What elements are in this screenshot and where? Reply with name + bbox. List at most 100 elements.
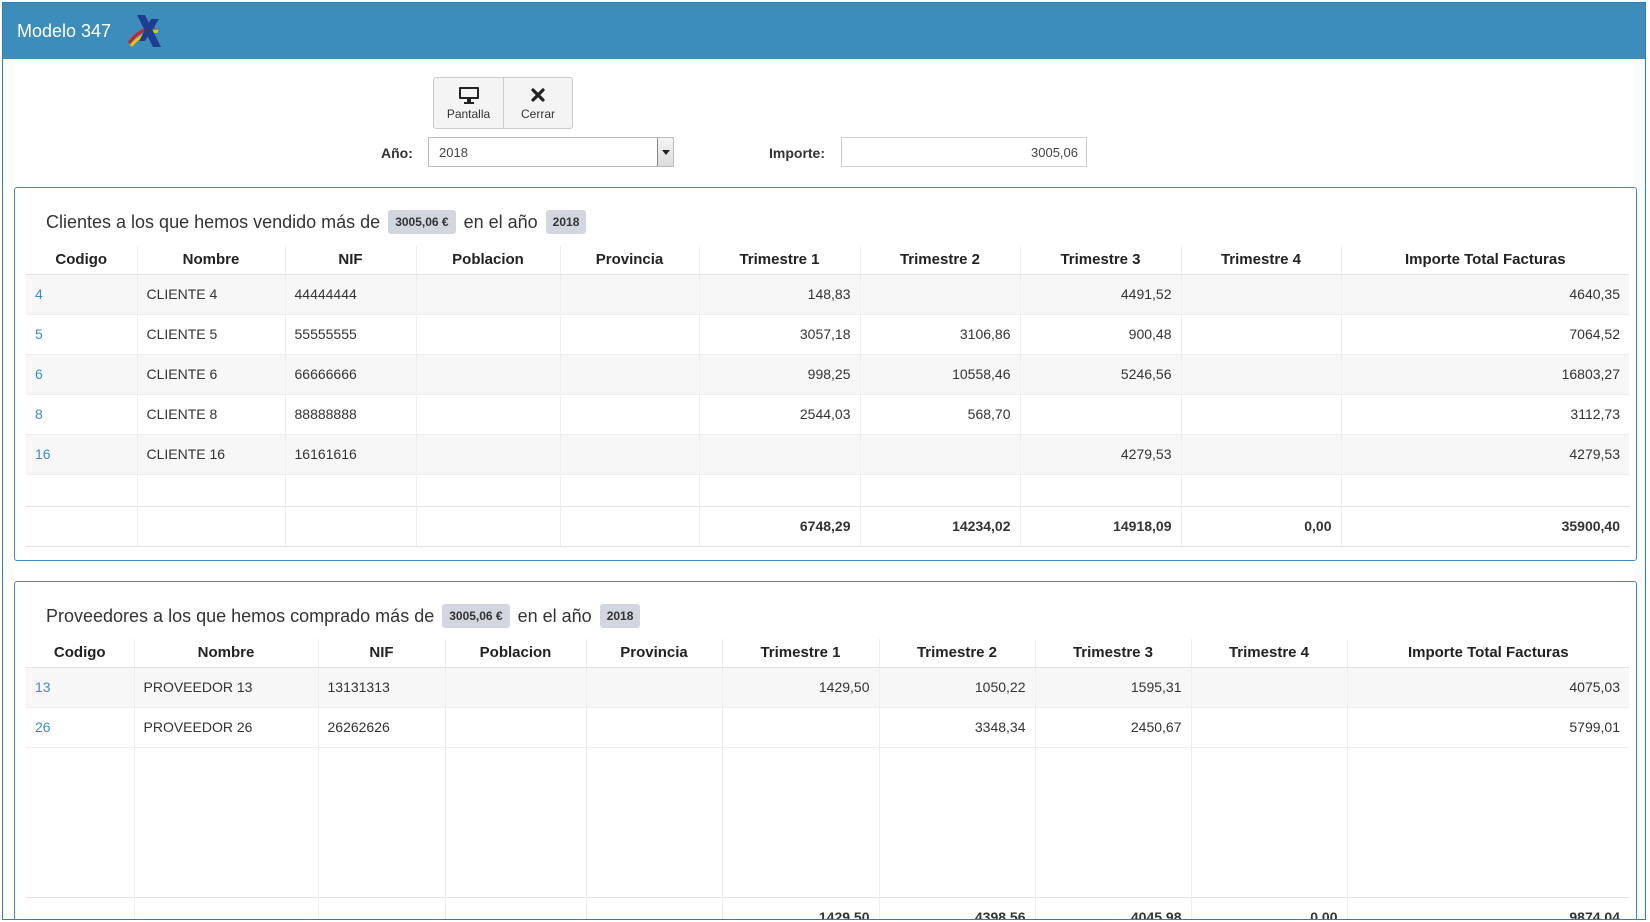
- t4-cell: [1190, 706, 1347, 747]
- t1-cell: 1429,50: [721, 666, 879, 707]
- t4-cell: [1180, 313, 1341, 354]
- codigo-link[interactable]: 26: [26, 706, 134, 747]
- nombre-cell: PROVEEDOR 26: [133, 706, 318, 747]
- t4-cell: [1180, 433, 1341, 474]
- total-cell: 16803,27: [1340, 353, 1629, 394]
- nombre-cell: CLIENTE 8: [136, 393, 285, 434]
- nombre-cell: CLIENTE 16: [136, 433, 285, 474]
- filters-row: Año: 2018 Importe: 3005,06: [3, 137, 1645, 169]
- provincia-cell: [585, 666, 722, 707]
- poblacion-cell: [415, 313, 560, 354]
- year-select[interactable]: 2018: [428, 137, 674, 167]
- year-label: Año:: [381, 145, 413, 161]
- codigo-link[interactable]: 16: [26, 433, 137, 474]
- total-t2: 14234,02: [859, 505, 1020, 547]
- t4-cell: [1190, 666, 1347, 707]
- amount-input[interactable]: 3005,06: [841, 137, 1087, 167]
- codigo-link[interactable]: 8: [26, 393, 137, 434]
- table-row[interactable]: 8 CLIENTE 8 88888888 2544,03 568,70 3112…: [26, 393, 1629, 434]
- toolbar: Pantalla Cerrar: [433, 77, 573, 129]
- close-icon: [531, 85, 545, 105]
- table-row[interactable]: 4 CLIENTE 4 44444444 148,83 4491,52 4640…: [26, 273, 1629, 314]
- desktop-icon: [458, 85, 480, 105]
- amount-badge: 3005,06 €: [388, 210, 456, 234]
- col-header[interactable]: NIF: [317, 639, 445, 668]
- proveedores-panel: Proveedores a los que hemos comprado más…: [14, 581, 1637, 919]
- t3-cell: 5246,56: [1019, 353, 1181, 394]
- table-row[interactable]: 26 PROVEEDOR 26 26262626 3348,34 2450,67…: [26, 706, 1629, 747]
- total-importe: 35900,40: [1340, 505, 1629, 547]
- proveedores-table: Codigo Nombre NIF Poblacion Provincia Tr…: [26, 639, 1629, 919]
- col-header[interactable]: Trimestre 4: [1190, 639, 1347, 668]
- col-header[interactable]: Trimestre 3: [1019, 246, 1181, 275]
- t1-cell: 3057,18: [698, 313, 860, 354]
- col-header[interactable]: Trimestre 1: [698, 246, 860, 275]
- col-header[interactable]: Trimestre 3: [1034, 639, 1191, 668]
- pantalla-label: Pantalla: [446, 107, 491, 121]
- col-header[interactable]: Nombre: [136, 246, 285, 275]
- poblacion-cell: [444, 666, 586, 707]
- col-header[interactable]: Poblacion: [415, 246, 560, 275]
- amount-badge: 3005,06 €: [442, 604, 510, 628]
- total-cell: 7064,52: [1340, 313, 1629, 354]
- nif-cell: 16161616: [284, 433, 416, 474]
- col-header[interactable]: Trimestre 4: [1180, 246, 1341, 275]
- total-t3: 14918,09: [1019, 505, 1181, 547]
- app-title: Modelo 347: [17, 20, 112, 41]
- t1-cell: [698, 433, 860, 474]
- codigo-link[interactable]: 13: [26, 666, 134, 707]
- col-header[interactable]: Provincia: [585, 639, 722, 668]
- totals-row: 1429,50 4398,56 4045,98 0,00 9874,04: [26, 896, 1629, 919]
- year-select-value: 2018: [439, 145, 468, 160]
- year-badge: 2018: [545, 210, 587, 234]
- proveedores-heading-mid: en el año: [517, 605, 592, 626]
- t1-cell: 148,83: [698, 273, 860, 314]
- t4-cell: [1180, 393, 1341, 434]
- nombre-cell: PROVEEDOR 13: [133, 666, 318, 707]
- table-row[interactable]: 16 CLIENTE 16 16161616 4279,53 4279,53: [26, 433, 1629, 474]
- table-row[interactable]: 5 CLIENTE 5 55555555 3057,18 3106,86 900…: [26, 313, 1629, 354]
- spacer-row: [26, 746, 1629, 897]
- col-header[interactable]: NIF: [284, 246, 416, 275]
- codigo-link[interactable]: 6: [26, 353, 137, 394]
- col-header[interactable]: Trimestre 2: [878, 639, 1035, 668]
- col-header[interactable]: Importe Total Facturas: [1346, 639, 1629, 668]
- col-header[interactable]: Provincia: [559, 246, 699, 275]
- codigo-link[interactable]: 5: [26, 313, 137, 354]
- totals-row: 6748,29 14234,02 14918,09 0,00 35900,40: [26, 505, 1629, 547]
- total-t1: 1429,50: [721, 896, 879, 919]
- t2-cell: 3106,86: [859, 313, 1020, 354]
- cerrar-button[interactable]: Cerrar: [503, 78, 572, 128]
- col-header[interactable]: Trimestre 2: [859, 246, 1020, 275]
- poblacion-cell: [415, 433, 560, 474]
- nombre-cell: CLIENTE 4: [136, 273, 285, 314]
- table-row[interactable]: 6 CLIENTE 6 66666666 998,25 10558,46 524…: [26, 353, 1629, 394]
- total-t4: 0,00: [1190, 896, 1347, 919]
- chevron-down-icon[interactable]: [657, 138, 673, 166]
- table-row[interactable]: 13 PROVEEDOR 13 13131313 1429,50 1050,22…: [26, 666, 1629, 707]
- nif-cell: 66666666: [284, 353, 416, 394]
- t3-cell: 4491,52: [1019, 273, 1181, 314]
- col-header[interactable]: Codigo: [26, 246, 137, 275]
- t2-cell: 3348,34: [878, 706, 1035, 747]
- col-header[interactable]: Importe Total Facturas: [1340, 246, 1629, 275]
- total-t3: 4045,98: [1034, 896, 1191, 919]
- col-header[interactable]: Trimestre 1: [721, 639, 879, 668]
- t2-cell: 568,70: [859, 393, 1020, 434]
- t1-cell: [721, 706, 879, 747]
- t2-cell: 1050,22: [878, 666, 1035, 707]
- col-header[interactable]: Codigo: [26, 639, 134, 668]
- col-header[interactable]: Nombre: [133, 639, 318, 668]
- codigo-link[interactable]: 4: [26, 273, 137, 314]
- t4-cell: [1180, 353, 1341, 394]
- pantalla-button[interactable]: Pantalla: [434, 78, 503, 128]
- t3-cell: 4279,53: [1019, 433, 1181, 474]
- clientes-heading-mid: en el año: [463, 211, 538, 232]
- total-importe: 9874,04: [1346, 896, 1629, 919]
- app-header: Modelo 347: [3, 3, 1645, 59]
- total-cell: 3112,73: [1340, 393, 1629, 434]
- poblacion-cell: [444, 706, 586, 747]
- col-header[interactable]: Poblacion: [444, 639, 586, 668]
- t3-cell: [1019, 393, 1181, 434]
